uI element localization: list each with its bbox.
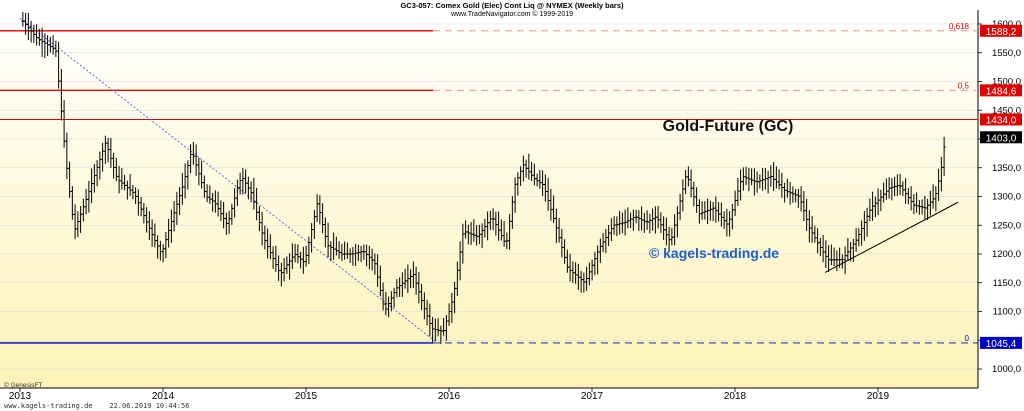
y-tick-label: 1450,0 — [992, 105, 1021, 116]
fib-label: 0,618 — [949, 22, 970, 31]
y-tick-label: 1200,0 — [992, 249, 1021, 260]
chart-header-line2: www.TradeNavigator.com © 1999-2019 — [450, 10, 573, 18]
y-tick-label: 1500,0 — [992, 77, 1021, 88]
x-tick-label: 2018 — [724, 391, 747, 402]
y-tick-label: 1150,0 — [993, 278, 1021, 289]
watermark: © kagels-trading.de — [649, 245, 779, 261]
chart-title: Gold-Future (GC) — [663, 118, 794, 135]
fib-label: 0,5 — [958, 81, 970, 90]
price-flag — [980, 84, 1022, 97]
level-labels: 0,618 1588,2 0,5 1484,6 1434,0 0 1045,4 1403,0 — [949, 22, 1022, 350]
x-tick-label: 2014 — [152, 391, 175, 402]
price-flag — [980, 24, 1022, 37]
y-tick-label: 1350,0 — [992, 163, 1021, 174]
price-flag-label: 1045,4 — [986, 339, 1017, 350]
genesis-credit: © GenesisFT — [4, 381, 42, 389]
price-flag-label: 1434,0 — [986, 115, 1017, 126]
last-price-flag — [980, 131, 1022, 144]
price-flag-label: 1588,2 — [986, 27, 1017, 38]
last-price-label: 1403,0 — [986, 133, 1017, 144]
x-tick-label: 2016 — [438, 391, 461, 402]
price-flag-label: 1484,6 — [986, 86, 1017, 97]
chart-header-line1: GC3-057: Comex Gold (Elec) Cont Liq @ NY… — [400, 1, 624, 10]
x-tick-label: 2019 — [867, 391, 890, 402]
axis-background — [978, 10, 1024, 388]
trendline — [19, 17, 438, 344]
y-tick-label: 1100,0 — [993, 307, 1021, 318]
price-flag — [980, 113, 1022, 126]
y-tick-label: 1600,0 — [992, 19, 1021, 30]
y-tick-label: 1550,0 — [992, 48, 1021, 59]
x-tick-label: 2017 — [581, 391, 604, 402]
footer-website-date: www.kagels-trading.de 22.06.2019 10:44:5… — [4, 402, 189, 410]
y-tick-label: 1000,0 — [992, 364, 1021, 375]
x-axis: 2013 2014 2015 2016 2017 2018 2019 — [0, 387, 978, 402]
y-tick-label: 1300,0 — [992, 192, 1021, 203]
price-bars — [21, 12, 946, 345]
fib-label: 0 — [965, 334, 970, 343]
ohlc-bar — [942, 136, 946, 177]
plot-background — [0, 10, 978, 388]
price-flag — [980, 336, 1022, 349]
trendline — [824, 201, 959, 273]
x-tick-label: 2013 — [9, 391, 32, 402]
y-tick-label: 1250,0 — [992, 220, 1021, 231]
horizontal-levels — [0, 30, 978, 344]
y-gridlines — [0, 23, 978, 370]
trendlines — [19, 17, 959, 344]
x-tick-label: 2015 — [295, 391, 318, 402]
